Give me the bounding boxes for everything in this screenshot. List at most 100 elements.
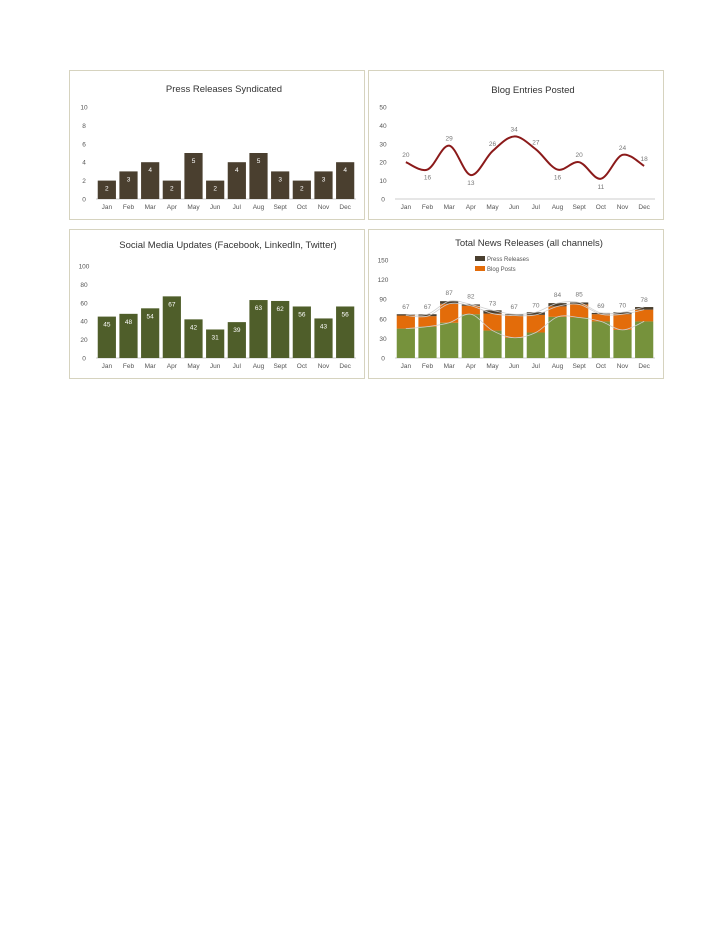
x-tick-label: May bbox=[486, 204, 499, 211]
data-label: 31 bbox=[212, 334, 220, 341]
y-tick-label: 10 bbox=[80, 105, 88, 112]
x-tick-label: Dec bbox=[638, 204, 650, 211]
x-tick-label: Aug bbox=[253, 363, 265, 370]
bar bbox=[97, 180, 116, 199]
bar bbox=[184, 153, 203, 199]
bar bbox=[184, 319, 203, 358]
data-label: 45 bbox=[103, 322, 111, 329]
bar bbox=[292, 180, 311, 199]
y-tick-label: 90 bbox=[379, 297, 387, 304]
bar bbox=[206, 329, 225, 358]
stack-segment bbox=[570, 304, 589, 318]
x-tick-label: Nov bbox=[617, 363, 629, 370]
y-tick-label: 10 bbox=[379, 178, 387, 185]
x-tick-label: Jul bbox=[233, 204, 242, 211]
stack-segment bbox=[440, 303, 459, 323]
stack-segment bbox=[483, 330, 502, 358]
x-tick-label: Apr bbox=[167, 204, 178, 211]
total-label: 73 bbox=[489, 300, 497, 307]
data-label: 56 bbox=[342, 311, 350, 318]
stack-segment bbox=[418, 316, 437, 327]
data-label: 20 bbox=[576, 152, 584, 159]
data-label: 42 bbox=[190, 324, 198, 331]
stack-segment bbox=[483, 310, 502, 314]
x-tick-label: Jan bbox=[401, 363, 412, 370]
data-label: 5 bbox=[257, 158, 261, 165]
stack-segment bbox=[526, 332, 545, 358]
total-label: 67 bbox=[424, 304, 432, 311]
data-label: 48 bbox=[125, 319, 133, 326]
bar bbox=[314, 318, 333, 358]
x-tick-label: Jun bbox=[509, 204, 520, 211]
stack-segment bbox=[591, 321, 610, 358]
data-label: 20 bbox=[402, 152, 410, 159]
x-tick-label: Sept bbox=[273, 363, 287, 370]
legend-label: Blog Posts bbox=[487, 267, 516, 273]
data-label: 43 bbox=[320, 323, 328, 330]
stack-segment bbox=[635, 307, 654, 310]
bar bbox=[271, 171, 290, 199]
stack-segment bbox=[418, 326, 437, 358]
data-label: 27 bbox=[532, 139, 540, 146]
data-label: 39 bbox=[233, 327, 241, 334]
y-tick-label: 2 bbox=[82, 178, 86, 185]
stack-segment bbox=[461, 304, 480, 306]
x-tick-label: Sept bbox=[572, 363, 586, 370]
y-tick-label: 30 bbox=[379, 141, 387, 148]
bar bbox=[336, 162, 355, 199]
total-label: 84 bbox=[554, 292, 562, 299]
blog-entries-svg: Blog Entries Posted 0 10 20 30 40 50 Jan Feb Mar A… bbox=[379, 85, 655, 211]
stack-segment bbox=[548, 316, 567, 358]
data-label: 2 bbox=[300, 186, 304, 193]
x-tick-label: Feb bbox=[422, 204, 434, 211]
bar bbox=[314, 171, 333, 199]
total-label: 78 bbox=[641, 297, 649, 304]
press-releases-svg: Press Releases Syndicated 0 2 4 6 8 10 Jan Feb Ma… bbox=[80, 84, 356, 211]
bar bbox=[227, 162, 246, 199]
stack-connector bbox=[405, 300, 645, 316]
data-label: 67 bbox=[168, 301, 176, 308]
stack-segment bbox=[396, 315, 415, 329]
x-tick-label: Jul bbox=[532, 363, 541, 370]
bar bbox=[249, 153, 268, 199]
stack-segment bbox=[505, 314, 524, 316]
y-tick-label: 4 bbox=[82, 160, 86, 167]
stack-segment bbox=[461, 305, 480, 315]
stack-segment bbox=[613, 329, 632, 358]
stack-segment bbox=[461, 314, 480, 358]
bar bbox=[271, 300, 290, 358]
y-tick-label: 50 bbox=[379, 105, 387, 112]
y-tick-label: 20 bbox=[80, 337, 88, 344]
x-tick-label: Feb bbox=[123, 204, 135, 211]
x-tick-label: Jun bbox=[210, 204, 221, 211]
series-line bbox=[405, 135, 645, 180]
chart-total-news: Total News Releases (all channels) 0 30 60 9… bbox=[368, 229, 664, 379]
x-tick-label: Nov bbox=[318, 363, 330, 370]
x-tick-label: Mar bbox=[444, 204, 456, 211]
x-tick-label: Oct bbox=[596, 363, 606, 370]
stack-segment bbox=[396, 328, 415, 358]
total-label: 67 bbox=[402, 304, 410, 311]
y-tick-label: 150 bbox=[378, 258, 389, 265]
data-label: 2 bbox=[213, 186, 217, 193]
stack-segment bbox=[570, 302, 589, 305]
legend-swatch bbox=[475, 266, 485, 271]
x-tick-label: Jun bbox=[210, 363, 221, 370]
data-label: 3 bbox=[322, 176, 326, 183]
stack-segment bbox=[418, 314, 437, 317]
chart-blog-entries: Blog Entries Posted 0 10 20 30 40 50 Jan Feb Mar A… bbox=[368, 70, 664, 220]
total-label: 70 bbox=[532, 302, 540, 309]
stack-segment bbox=[635, 309, 654, 322]
bar bbox=[336, 306, 355, 358]
x-tick-label: Aug bbox=[552, 204, 564, 211]
data-label: 34 bbox=[511, 126, 519, 133]
chart-title: Press Releases Syndicated bbox=[166, 84, 282, 95]
y-tick-label: 0 bbox=[381, 356, 385, 363]
x-tick-label: Jan bbox=[102, 363, 113, 370]
stack-segment bbox=[548, 306, 567, 317]
stack-segment bbox=[570, 317, 589, 358]
data-label: 63 bbox=[255, 305, 263, 312]
bar bbox=[249, 300, 268, 358]
legend-swatch bbox=[475, 256, 485, 261]
x-tick-label: May bbox=[486, 363, 499, 370]
